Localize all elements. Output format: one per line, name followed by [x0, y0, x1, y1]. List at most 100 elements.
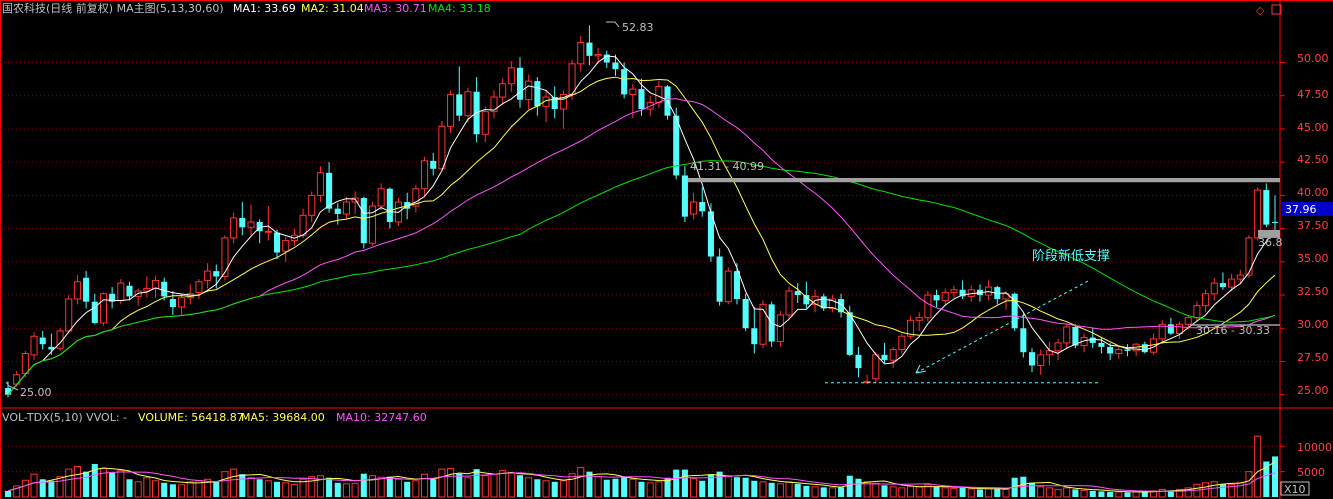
candle-body	[143, 287, 151, 292]
volume-bar	[855, 478, 862, 497]
volume-bar	[655, 481, 663, 498]
volume-bar	[404, 481, 411, 497]
volume-bar	[1271, 456, 1279, 497]
diamond-icon[interactable]: ◇	[1256, 4, 1265, 17]
candle-body	[490, 96, 498, 113]
chart-title: 国农科技(日线 前复权) MA主图(5,13,30,60)	[2, 1, 224, 15]
volume-bar	[846, 475, 853, 497]
volume-bar	[490, 473, 498, 498]
volume-bar	[13, 485, 21, 498]
price-tick: 25.00	[1297, 384, 1329, 397]
volume-bar	[976, 489, 983, 497]
price-tick: 32.50	[1297, 285, 1329, 298]
volume-bar	[316, 475, 324, 498]
volume-bar	[456, 473, 463, 497]
volume-bar	[542, 480, 550, 498]
candle-body	[1124, 349, 1131, 351]
volume-bar	[83, 471, 90, 497]
candle-body	[612, 62, 619, 70]
candlestick-series	[4, 25, 1279, 398]
candle-body	[247, 221, 255, 228]
candle-body	[534, 81, 541, 107]
candle-body	[334, 208, 341, 214]
candle-body	[1158, 323, 1166, 340]
volume-bar	[1176, 488, 1184, 498]
volume-bar	[394, 478, 403, 498]
current-price-box	[1282, 202, 1333, 216]
candle-body	[386, 188, 393, 222]
volume-bar	[464, 477, 472, 498]
price-tick: 37.50	[1297, 219, 1329, 232]
candle-body	[239, 217, 246, 228]
chart-annotations	[5, 21, 1280, 391]
candle-body	[1254, 189, 1262, 239]
candle-body	[1219, 283, 1226, 288]
candle-body	[924, 294, 932, 319]
candle-body	[1098, 342, 1105, 347]
volume-bar	[1202, 482, 1210, 498]
volume-unit-label: X10	[1284, 483, 1306, 496]
volume-bar	[342, 483, 350, 498]
volume-bar	[99, 468, 107, 498]
volume-bar	[204, 478, 212, 498]
window-toggle-icon[interactable]	[1271, 4, 1282, 15]
low-marker-arrow	[5, 381, 19, 391]
price-tick: 35.00	[1297, 252, 1329, 265]
volume-bar	[213, 481, 220, 497]
volume-bar	[499, 470, 507, 498]
volume-bar	[1219, 483, 1226, 497]
volume-bar	[776, 483, 784, 498]
volume-bar	[30, 473, 38, 498]
candle-body	[178, 297, 186, 308]
vol-ma10-label: MA10: 32747.60	[336, 411, 427, 424]
candle-body	[1271, 221, 1279, 223]
candle-body	[1228, 278, 1236, 288]
candle-body	[985, 286, 993, 296]
candle-body	[846, 312, 853, 355]
candle-body	[151, 279, 160, 289]
volume-bar	[1158, 488, 1166, 498]
candle-body	[855, 354, 862, 369]
price-tick: 42.50	[1297, 153, 1329, 166]
candle-body	[342, 201, 350, 215]
candle-body	[464, 91, 472, 117]
volume-bar	[308, 476, 316, 498]
volume-bar	[924, 484, 932, 498]
volume-ma-lines	[7, 461, 1276, 493]
trend-arrow-line	[915, 280, 1089, 374]
ma4-label: MA4: 33.18	[428, 2, 491, 15]
volume-bar	[803, 485, 810, 497]
volume-bar	[386, 476, 393, 497]
candle-body	[481, 111, 489, 135]
volume-bar	[1167, 490, 1174, 497]
volume-bar	[742, 477, 749, 497]
volume-bar	[751, 480, 758, 497]
volume-bar	[1228, 483, 1236, 498]
price-tick: 47.50	[1297, 88, 1329, 101]
vol-ma5-label: MA5: 39684.00	[241, 411, 325, 424]
price-tick: 40.00	[1297, 186, 1329, 199]
volume-bar	[915, 486, 923, 498]
candle-body	[950, 289, 958, 293]
volume-bar	[646, 482, 654, 498]
candle-body	[161, 281, 168, 297]
candle-body	[621, 69, 628, 95]
volume-bar	[256, 479, 263, 497]
candle-body	[282, 240, 290, 252]
volume-bar	[1045, 487, 1053, 498]
candle-body	[1263, 190, 1270, 225]
volume-bar	[1107, 491, 1114, 497]
moving-average-lines	[7, 55, 1276, 396]
candle-body	[377, 188, 385, 207]
current-price-label: 37.96	[1285, 203, 1317, 216]
volume-bar	[1037, 486, 1045, 498]
candle-body	[73, 281, 81, 300]
volume-bar	[91, 464, 98, 497]
volume-bar	[299, 478, 307, 498]
candle-body	[1054, 342, 1062, 352]
volume-bar	[56, 476, 64, 498]
candle-body	[109, 293, 116, 302]
volume-bar	[473, 469, 480, 497]
volume-bar	[65, 468, 73, 498]
